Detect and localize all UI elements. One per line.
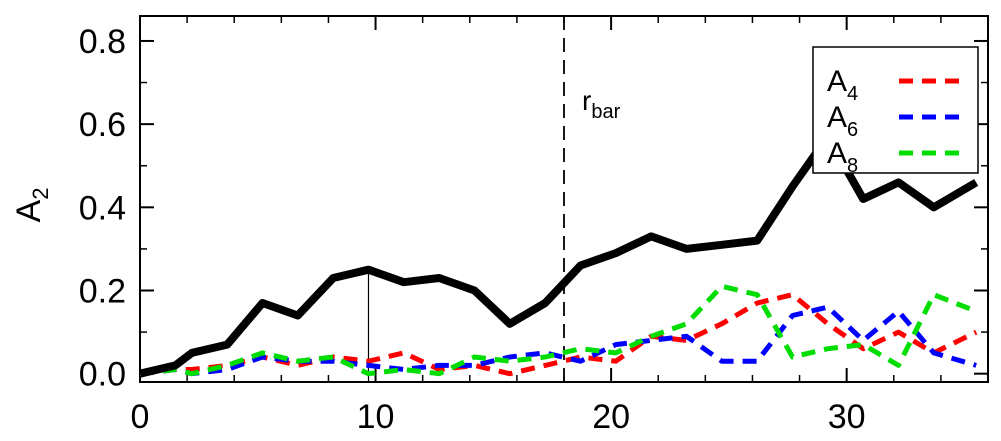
legend-label-base: A	[827, 65, 847, 98]
x-tick-label: 10	[357, 398, 395, 436]
y-tick-label: 0.4	[79, 189, 126, 227]
rbar-label: rbar	[582, 85, 621, 123]
y-axis-label-base: A	[10, 199, 48, 222]
x-tick-label: 20	[592, 398, 630, 436]
legend-label: A8	[827, 137, 858, 177]
x-tick-label: 0	[131, 398, 150, 436]
series-line-A6	[139, 304, 977, 377]
legend-label-base: A	[827, 101, 847, 134]
legend-label: A4	[827, 65, 858, 105]
legend-label: A6	[827, 101, 858, 141]
rbar-label-sub: bar	[591, 101, 620, 123]
y-tick-label: 0.8	[79, 23, 126, 61]
y-tick-label: 0.0	[79, 356, 126, 394]
x-tick-label: 30	[828, 398, 866, 436]
legend-label-sub: 6	[847, 119, 858, 141]
rbar-label-base: r	[582, 85, 591, 116]
series-line-A8	[139, 283, 978, 377]
y-tick-label: 0.6	[79, 106, 126, 144]
y-axis-label-sub: 2	[28, 188, 53, 200]
legend-label-sub: 8	[847, 155, 858, 177]
legend-label-sub: 4	[847, 83, 858, 105]
y-axis-label: A2	[10, 188, 53, 223]
y-tick-label: 0.2	[79, 273, 126, 311]
legend-label-base: A	[827, 137, 847, 170]
